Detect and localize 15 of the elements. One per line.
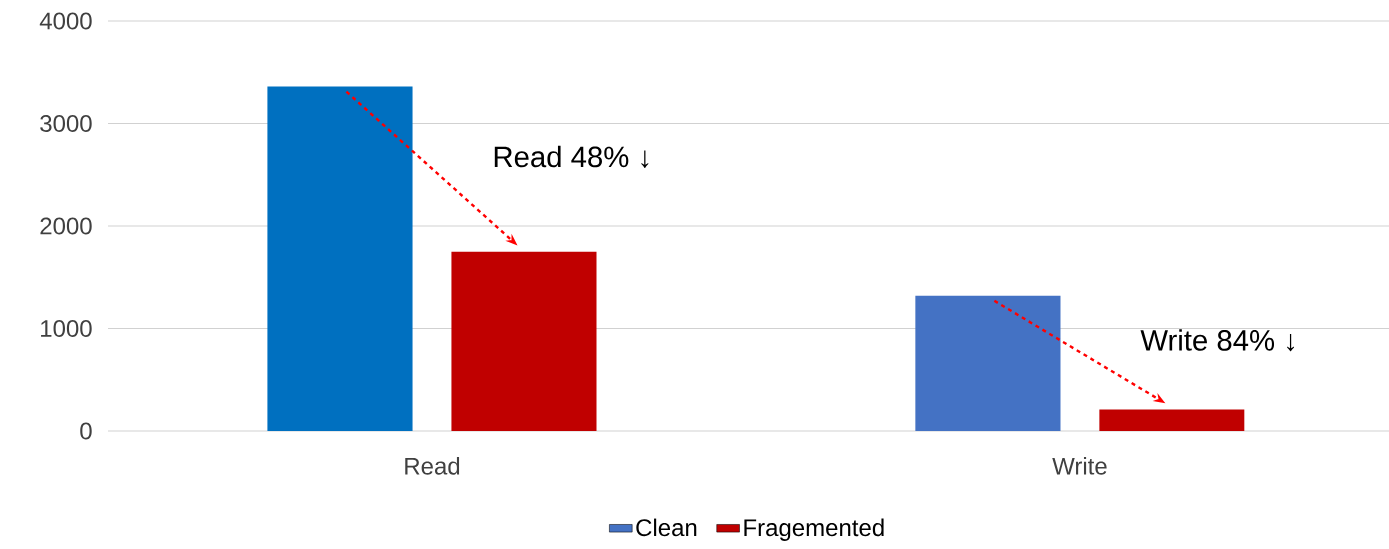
annotation: Write 84% ↓ (1140, 329, 1295, 352)
bar (267, 86, 413, 431)
y-tick-label: 0 (80, 422, 92, 440)
y-tick-label: 3000 (40, 114, 92, 132)
y-tick-label: 4000 (39, 12, 92, 30)
legend-label: Fragemented (744, 518, 884, 541)
y-tick-label: 2000 (40, 217, 92, 235)
annotation: Read 48% ↓ (494, 145, 649, 168)
x-tick-label: Write (1052, 457, 1107, 475)
legend-label: Clean (636, 518, 697, 537)
x-tick-label: Read (405, 457, 460, 475)
bar (1099, 409, 1245, 431)
bar (915, 295, 1061, 431)
y-tick-label: 1000 (41, 319, 92, 337)
bar (451, 251, 597, 431)
